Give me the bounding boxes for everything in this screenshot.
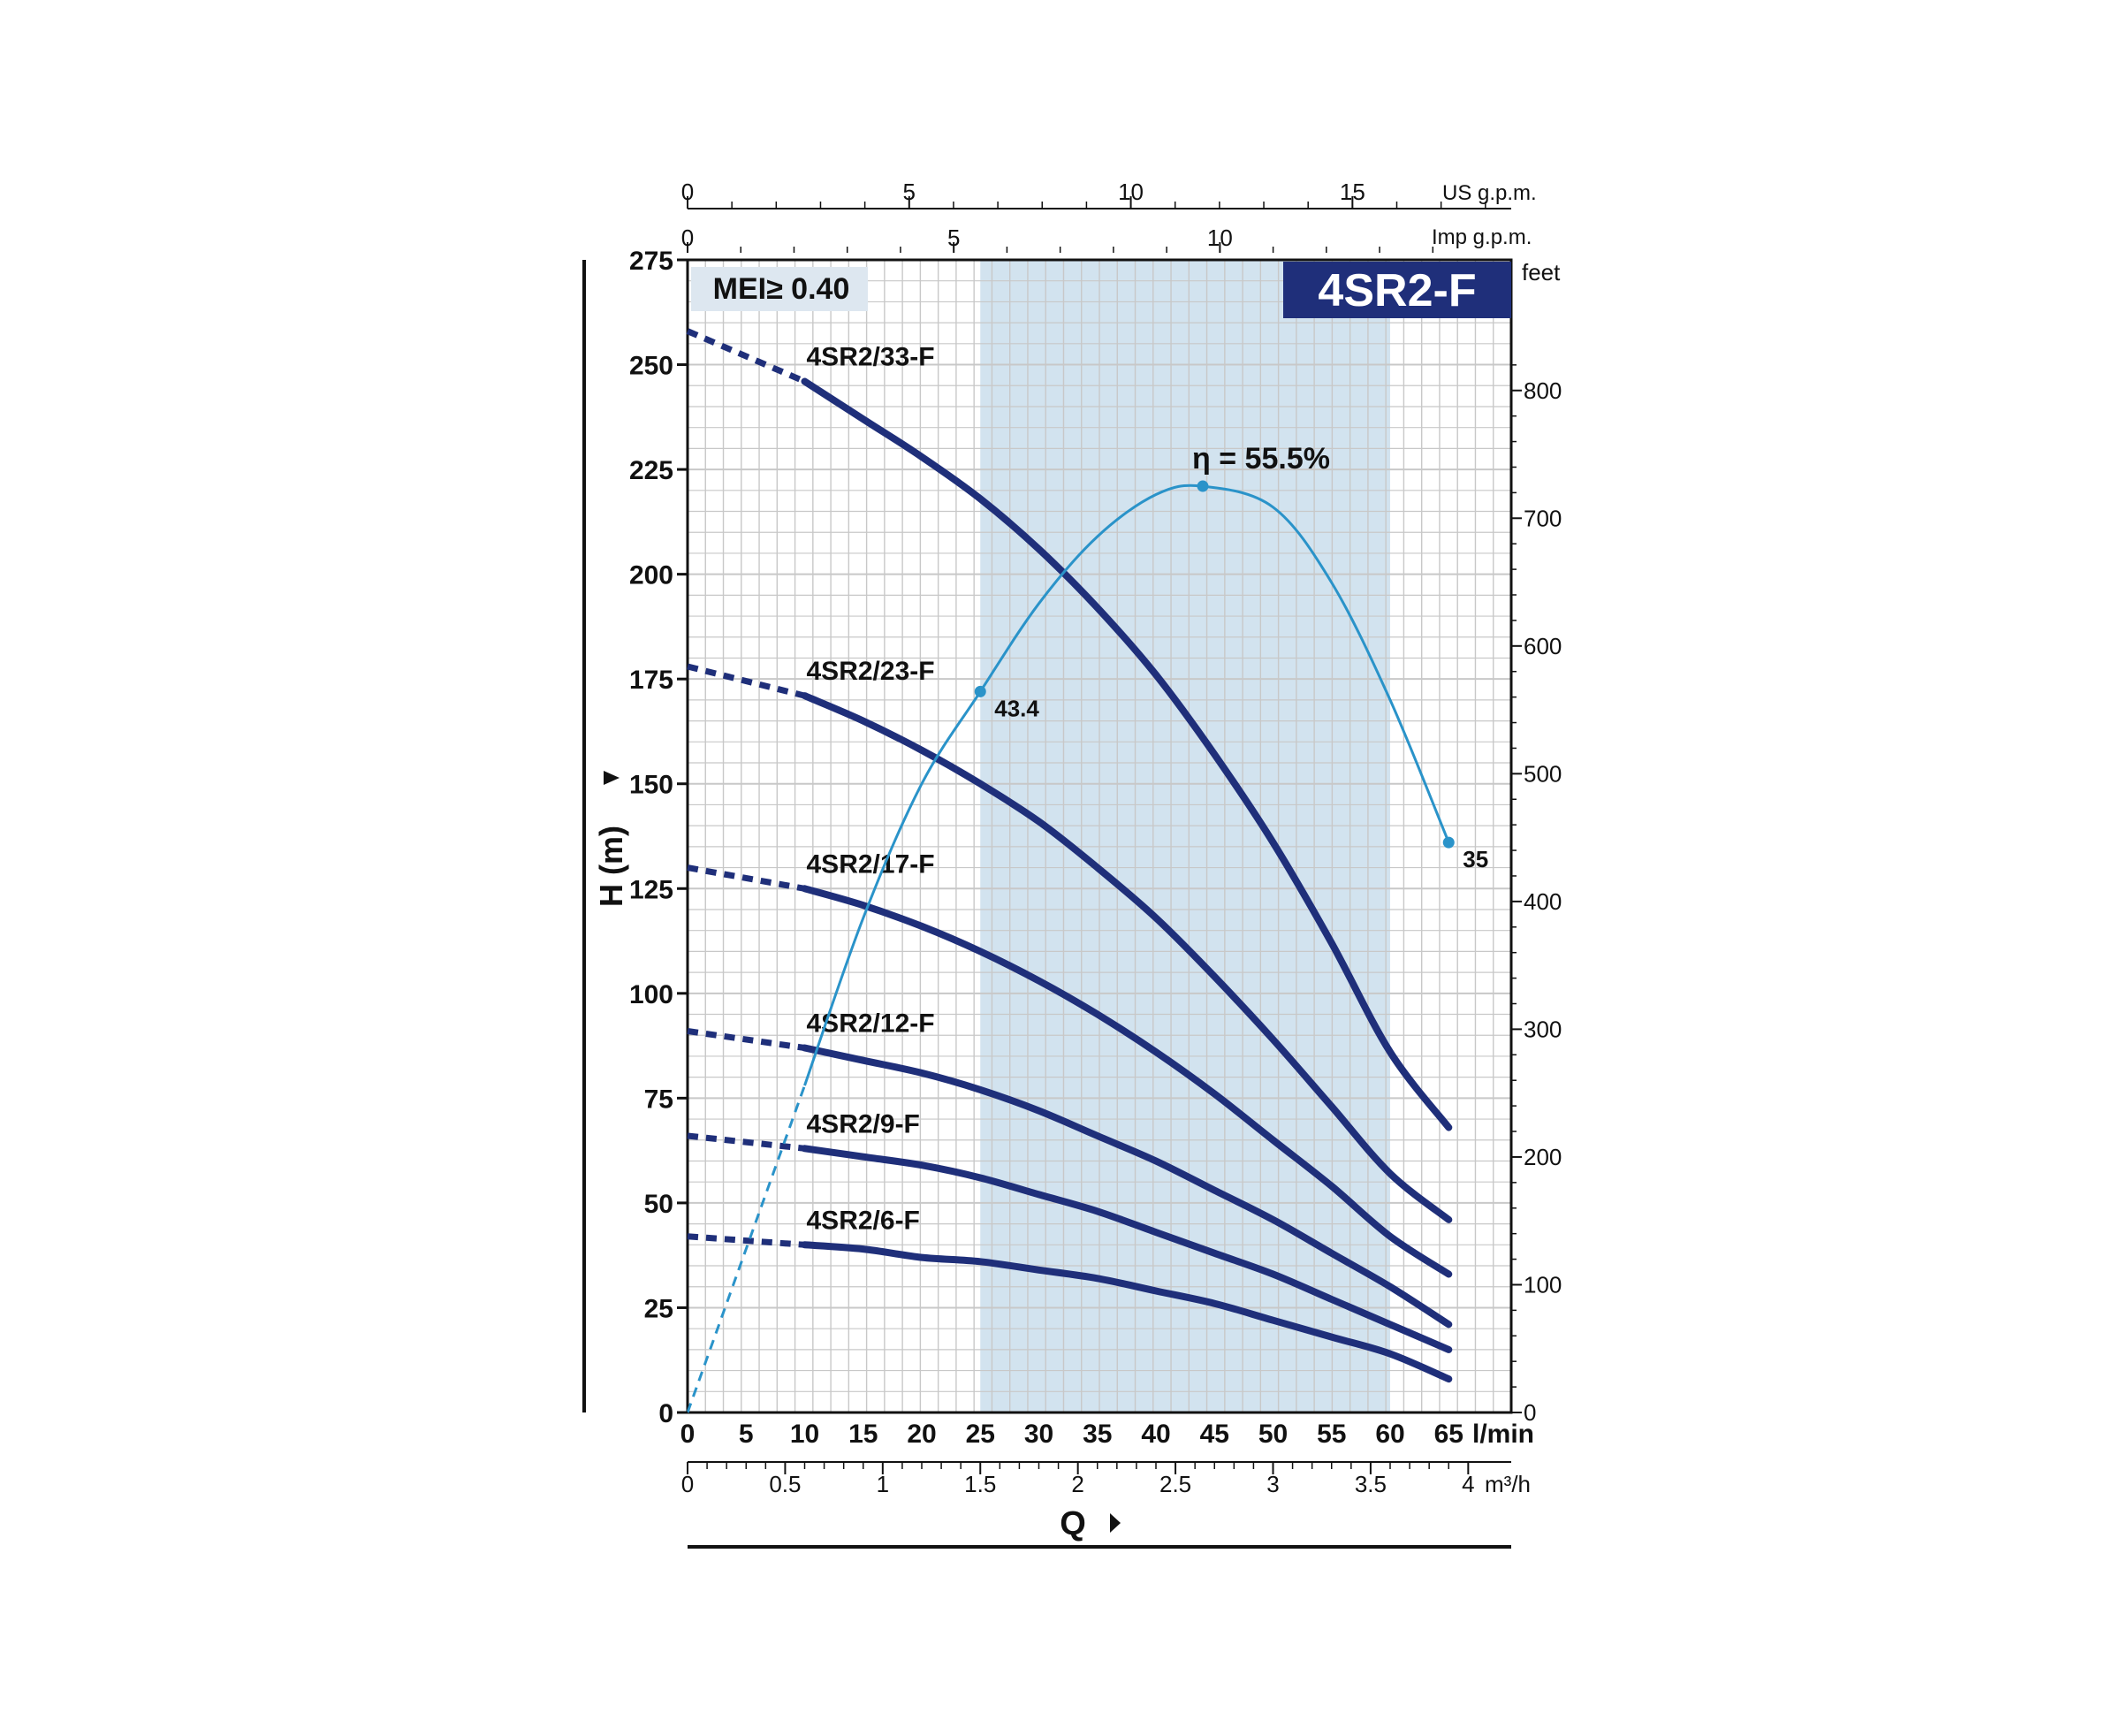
curve-4sr2-6-f — [801, 1241, 1453, 1383]
m3h-tick-label: 1.5 — [964, 1471, 996, 1497]
left-tick-label: 225 — [629, 456, 673, 485]
lmin-tick-label: 40 — [1141, 1420, 1170, 1449]
efficiency-point-0 — [974, 685, 986, 697]
mei-badge-box — [691, 267, 868, 311]
impgpm-axis-unit: Imp g.p.m. — [1432, 225, 1532, 249]
curve-4sr2-17-f — [801, 885, 1453, 1278]
operating-range-band — [980, 260, 1390, 1412]
lmin-tick-label: 60 — [1375, 1420, 1404, 1449]
right-tick-label: 700 — [1524, 505, 1562, 531]
usgpm-axis-unit: US g.p.m. — [1442, 181, 1537, 205]
lmin-tick-label: 25 — [966, 1420, 995, 1449]
usgpm-tick-label: 15 — [1340, 179, 1365, 205]
right-tick-label: 600 — [1524, 633, 1562, 659]
lmin-tick-label: 0 — [680, 1420, 696, 1449]
efficiency-curve-dashed — [686, 1085, 806, 1413]
efficiency-point-label-0: 43.4 — [994, 695, 1039, 721]
curve-dashed-4sr2-6-f — [687, 1233, 805, 1248]
left-tick-label: 125 — [629, 875, 673, 904]
left-tick-label: 50 — [644, 1190, 673, 1219]
m3h-axis-unit: m³/h — [1485, 1471, 1531, 1497]
efficiency-point-label-2: 35 — [1463, 846, 1488, 872]
m3h-tick-label: 0 — [681, 1471, 694, 1497]
curve-dashed-4sr2-17-f — [687, 864, 806, 892]
curve-dashed-4sr2-12-f — [687, 1028, 805, 1051]
lmin-tick-label: 55 — [1317, 1420, 1346, 1449]
series-label-4sr2-33-f: 4SR2/33-F — [807, 343, 935, 372]
left-tick-label: 200 — [629, 561, 673, 590]
efficiency-curve — [803, 483, 1450, 1086]
left-tick-label: 100 — [629, 980, 673, 1009]
right-tick-label: 300 — [1524, 1016, 1562, 1042]
m3h-tick-label: 1 — [877, 1471, 889, 1497]
left-tick-label: 25 — [644, 1294, 673, 1323]
right-tick-label: 200 — [1524, 1144, 1562, 1170]
lmin-tick-label: 50 — [1258, 1420, 1288, 1449]
impgpm-tick-label: 5 — [947, 225, 960, 251]
curve-dashed-4sr2-33-f — [686, 328, 806, 385]
m3h-tick-label: 3 — [1266, 1471, 1279, 1497]
right-tick-label: 400 — [1524, 888, 1562, 915]
lmin-tick-label: 15 — [848, 1420, 878, 1449]
left-tick-label: 250 — [629, 352, 673, 381]
impgpm-tick-label: 10 — [1207, 225, 1233, 251]
efficiency-point-1 — [1197, 480, 1209, 492]
left-tick-label: 75 — [644, 1085, 673, 1114]
title-box — [1283, 262, 1511, 318]
bottom-axis-label: Q — [1060, 1505, 1086, 1542]
lmin-axis-unit: l/min — [1472, 1420, 1534, 1449]
left-tick-label: 0 — [658, 1399, 673, 1428]
chart-title: 4SR2-F — [1318, 265, 1476, 316]
m3h-tick-label: 4 — [1462, 1471, 1474, 1497]
lmin-tick-label: 5 — [739, 1420, 754, 1449]
usgpm-tick-label: 5 — [903, 179, 916, 205]
left-axis-label: H (m) — [593, 826, 629, 907]
curve-4sr2-12-f — [801, 1044, 1453, 1329]
m3h-tick-label: 2 — [1071, 1471, 1083, 1497]
series-label-4sr2-6-f: 4SR2/6-F — [807, 1206, 920, 1235]
series-label-4sr2-17-f: 4SR2/17-F — [807, 849, 935, 879]
left-tick-label: 275 — [629, 247, 673, 276]
curve-dashed-4sr2-9-f — [687, 1132, 805, 1152]
right-axis-unit: feet — [1522, 259, 1561, 286]
curve-dashed-4sr2-23-f — [687, 663, 806, 699]
right-tick-label: 800 — [1524, 377, 1562, 404]
lmin-tick-label: 30 — [1024, 1420, 1053, 1449]
efficiency-point-2 — [1442, 836, 1455, 849]
efficiency-peak-label: η = 55.5% — [1192, 442, 1330, 476]
m3h-tick-label: 2.5 — [1159, 1471, 1191, 1497]
m3h-tick-label: 3.5 — [1355, 1471, 1387, 1497]
lmin-tick-label: 35 — [1083, 1420, 1112, 1449]
lmin-tick-label: 20 — [907, 1420, 936, 1449]
usgpm-tick-label: 0 — [681, 179, 694, 205]
series-label-4sr2-9-f: 4SR2/9-F — [807, 1109, 920, 1138]
right-tick-label: 0 — [1524, 1399, 1536, 1426]
lmin-tick-label: 10 — [790, 1420, 819, 1449]
right-tick-label: 100 — [1524, 1271, 1562, 1298]
lmin-tick-label: 65 — [1434, 1420, 1463, 1449]
impgpm-tick-label: 0 — [681, 225, 694, 251]
usgpm-tick-label: 10 — [1118, 179, 1144, 205]
mei-badge: MEI≥ 0.40 — [713, 272, 850, 306]
left-axis-arrow-icon — [604, 771, 620, 785]
left-tick-label: 150 — [629, 771, 673, 800]
curve-4sr2-33-f — [801, 377, 1453, 1131]
right-tick-label: 500 — [1524, 760, 1562, 787]
series-label-4sr2-23-f: 4SR2/23-F — [807, 657, 935, 686]
curve-4sr2-23-f — [801, 692, 1453, 1223]
lmin-tick-label: 45 — [1200, 1420, 1229, 1449]
bottom-axis-arrow-icon — [1110, 1513, 1121, 1533]
curve-4sr2-9-f — [801, 1145, 1453, 1353]
left-tick-label: 175 — [629, 666, 673, 695]
m3h-tick-label: 0.5 — [769, 1471, 801, 1497]
plot-frame — [686, 258, 1513, 1414]
